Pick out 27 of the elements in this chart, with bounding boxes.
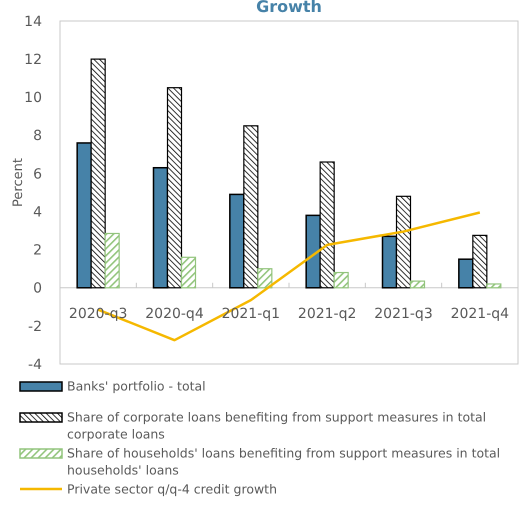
bar — [257, 268, 272, 288]
bar — [410, 280, 426, 288]
y-tick-label: 8 — [33, 128, 42, 144]
y-tick-label: 6 — [33, 166, 42, 182]
bar — [180, 256, 196, 288]
y-tick-label: 0 — [33, 280, 42, 297]
y-tick-label: 10 — [24, 90, 42, 106]
y-tick-label: 12 — [24, 52, 42, 68]
legend-label: Share of corporate loans benefiting from support measures in total corporate loans — [67, 409, 486, 442]
x-tick-label: 2021-q1 — [222, 306, 280, 322]
bar — [486, 283, 502, 288]
x-tick-label: 2021-q2 — [298, 306, 356, 322]
bar — [104, 232, 120, 288]
y-tick-label: 2 — [33, 242, 42, 259]
chart-title: Growth — [256, 0, 322, 16]
x-tick-label: 2021-q4 — [450, 306, 510, 322]
y-axis-title: Percent — [11, 158, 26, 207]
y-tick-label: 4 — [33, 204, 42, 220]
x-tick-label: 2021-q3 — [374, 306, 433, 322]
y-tick-label: 14 — [24, 14, 42, 30]
bar — [334, 272, 349, 288]
y-tick-label: -2 — [28, 318, 42, 335]
x-tick-label: 2020-q4 — [145, 306, 204, 322]
legend-label: Share of households' loans benefiting from support measures in total households' loans — [67, 445, 500, 478]
y-tick-label: -4 — [28, 356, 42, 373]
legend-label: Banks' portfolio - total — [67, 378, 206, 394]
legend-label: Private sector q/q-4 credit growth — [67, 481, 278, 496]
